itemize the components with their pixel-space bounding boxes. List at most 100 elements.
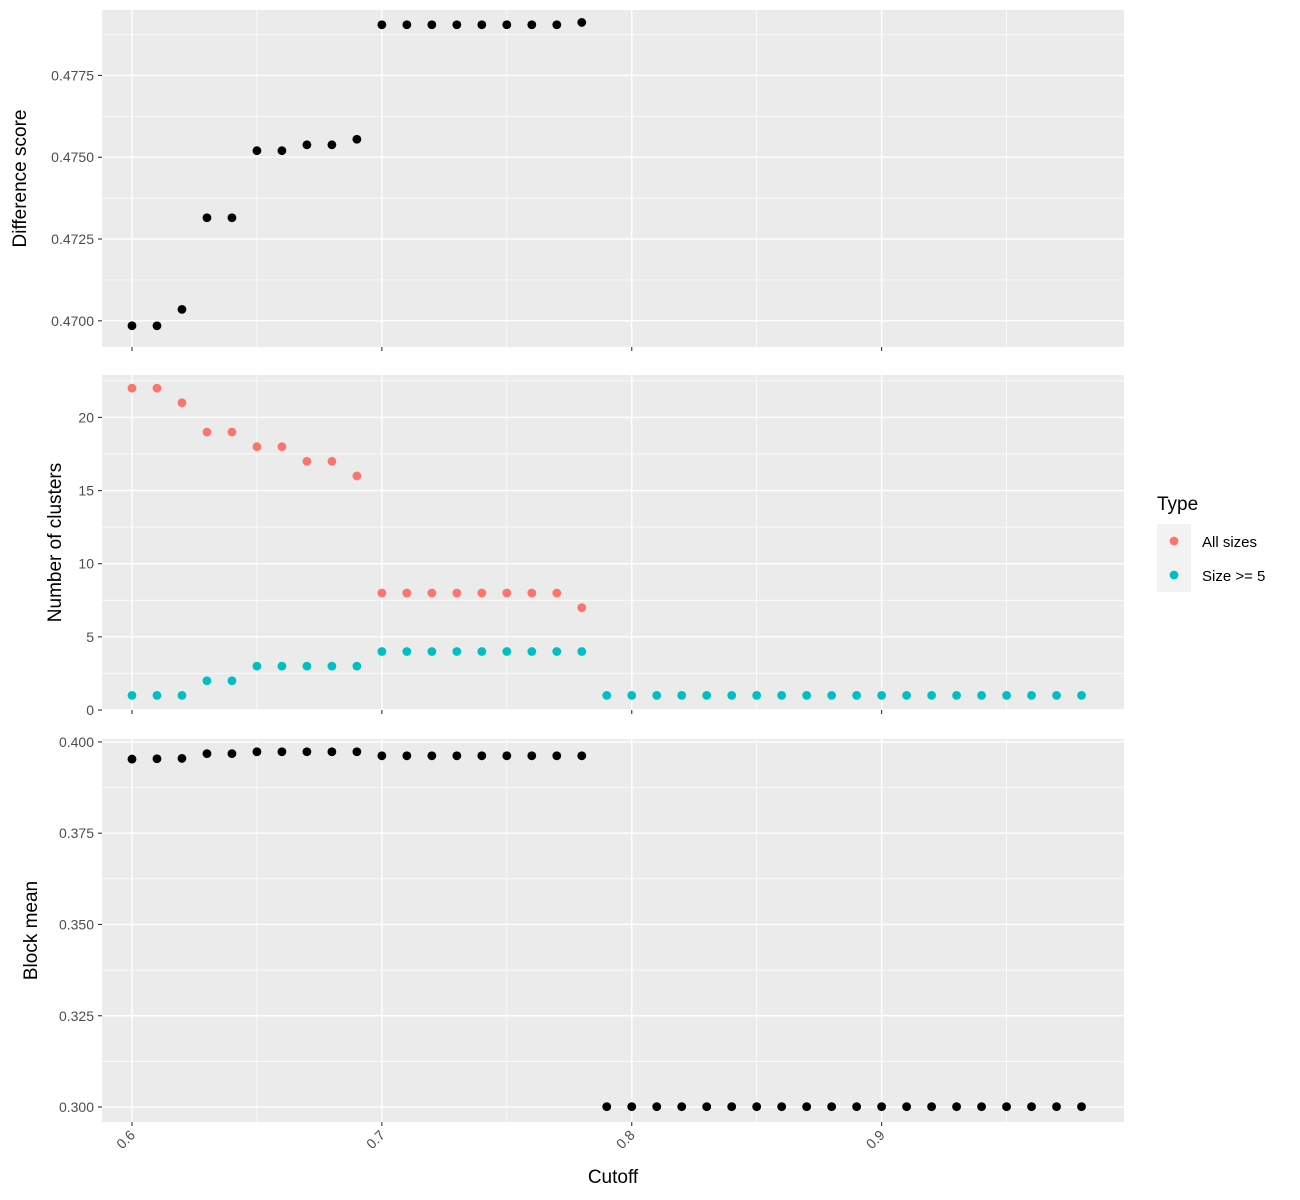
data-point: [427, 751, 437, 761]
y-tick-label: 15: [78, 483, 94, 499]
data-point: [827, 1102, 837, 1112]
data-point: [377, 751, 387, 761]
data-point: [327, 456, 337, 466]
x-axis-title: Cutoff: [588, 1167, 639, 1188]
panel-background: [102, 739, 1124, 1122]
data-point: [752, 1102, 762, 1112]
data-point: [377, 20, 387, 30]
y-axis-title: Number of clusters: [45, 463, 66, 622]
data-point: [252, 747, 262, 757]
data-point: [252, 146, 262, 156]
data-point: [177, 304, 187, 314]
x-tick-label: 0.8: [613, 1127, 638, 1152]
data-point: [402, 751, 412, 761]
legend: Type All sizes Size >= 5: [1157, 494, 1265, 592]
chart-panels: 0.4700 0.4725 0.4750 0.4775 Difference score…: [10, 10, 1124, 1126]
data-point: [227, 427, 237, 437]
data-point: [627, 1102, 637, 1112]
data-point: [152, 383, 162, 393]
data-point: [352, 747, 362, 757]
data-point: [777, 690, 787, 700]
legend-entries: All sizes Size >= 5: [1157, 524, 1265, 592]
x-tick-label: 0.9: [863, 1127, 888, 1152]
data-point: [577, 647, 587, 656]
data-point: [252, 442, 262, 452]
data-point: [977, 1102, 986, 1112]
data-point: [127, 690, 137, 700]
data-point: [1027, 1102, 1036, 1112]
data-point: [777, 1102, 787, 1112]
data-point: [1002, 690, 1011, 700]
data-point: [577, 18, 587, 27]
data-point: [502, 20, 512, 30]
data-point: [527, 588, 537, 598]
data-point: [227, 213, 237, 223]
data-point: [802, 1102, 812, 1112]
data-point: [627, 690, 637, 700]
data-point: [402, 20, 412, 30]
data-point: [202, 427, 212, 437]
data-point: [177, 398, 187, 408]
legend-swatch: [1169, 536, 1179, 546]
data-point: [877, 690, 887, 700]
data-point: [127, 754, 137, 764]
data-point: [477, 588, 487, 598]
y-tick-label: 5: [86, 629, 94, 645]
y-tick-label: 10: [78, 556, 94, 572]
data-point: [427, 20, 437, 30]
legend-entry: All sizes: [1157, 524, 1257, 558]
data-point: [377, 588, 387, 598]
data-point: [577, 751, 587, 761]
data-point: [702, 690, 712, 700]
y-tick-label: 0.4725: [51, 231, 94, 247]
data-point: [327, 661, 337, 671]
data-point: [177, 690, 187, 700]
data-point: [1027, 690, 1036, 700]
y-tick-label: 0.325: [59, 1008, 94, 1024]
data-point: [277, 442, 287, 452]
y-tick-label: 0.350: [59, 916, 94, 932]
data-point: [827, 690, 837, 700]
data-point: [202, 676, 212, 686]
data-point: [527, 751, 537, 761]
y-axis-title: Block mean: [21, 881, 42, 980]
data-point: [852, 1102, 862, 1112]
data-point: [502, 647, 512, 656]
legend-label: Size >= 5: [1202, 568, 1265, 585]
y-tick-label: 20: [78, 409, 94, 425]
data-point: [227, 749, 237, 759]
data-point: [452, 647, 462, 656]
data-point: [202, 749, 212, 759]
y-tick-label: 0.4775: [51, 67, 94, 83]
data-point: [727, 690, 737, 700]
panel-2: 0 5 10 15 20 Number of clusters: [45, 375, 1124, 718]
data-point: [277, 146, 287, 156]
data-point: [227, 676, 237, 686]
data-point: [452, 20, 462, 30]
data-point: [302, 140, 312, 150]
data-point: [327, 747, 337, 757]
data-point: [402, 588, 412, 598]
data-point: [677, 690, 687, 700]
series-points: [127, 383, 587, 612]
data-point: [1077, 690, 1086, 700]
data-point: [802, 690, 812, 700]
data-point: [927, 690, 936, 700]
y-axis-title: Difference score: [10, 110, 31, 248]
data-point: [902, 690, 912, 700]
data-point: [852, 690, 862, 700]
series-points: [127, 18, 587, 331]
y-tick-label: 0.300: [59, 1099, 94, 1115]
data-point: [277, 747, 287, 757]
panel-background: [102, 375, 1124, 710]
data-point: [652, 690, 662, 700]
data-point: [602, 690, 612, 700]
data-point: [127, 383, 137, 393]
data-point: [302, 456, 312, 466]
y-tick-label: 0.375: [59, 825, 94, 841]
legend-title: Type: [1157, 494, 1198, 515]
data-point: [152, 321, 162, 331]
data-point: [677, 1102, 687, 1112]
data-point: [927, 1102, 936, 1112]
data-point: [527, 20, 537, 30]
